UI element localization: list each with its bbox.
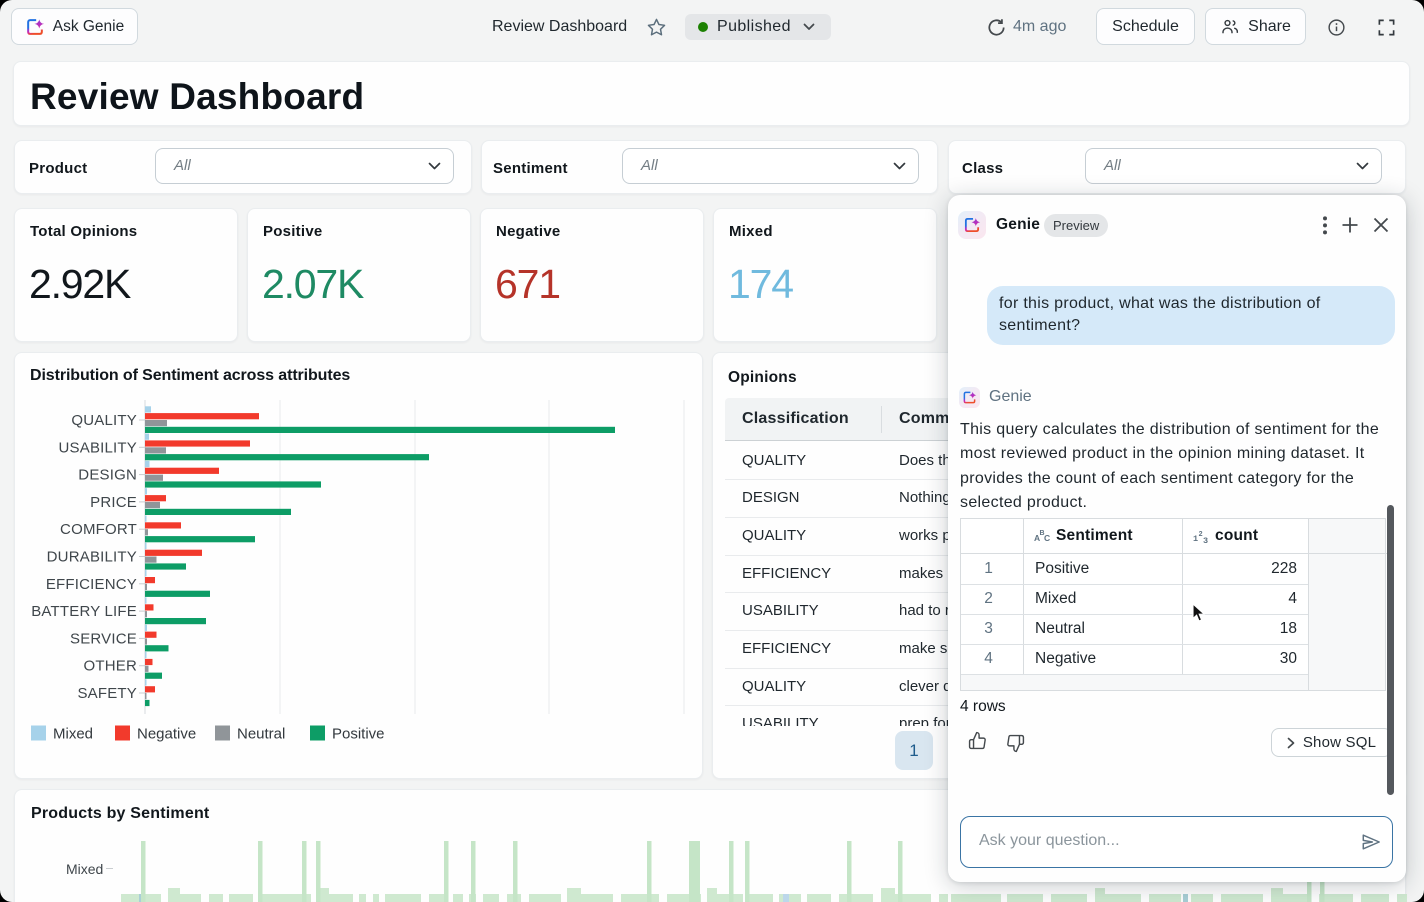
svg-text:OTHER: OTHER — [84, 658, 138, 675]
svg-text:Mixed: Mixed — [53, 726, 93, 743]
svg-text:EFFICIENCY: EFFICIENCY — [46, 576, 137, 593]
svg-text:2: 2 — [1199, 531, 1203, 539]
svg-text:Positive: Positive — [332, 726, 385, 743]
svg-text:B: B — [1040, 530, 1045, 537]
svg-text:DESIGN: DESIGN — [78, 467, 137, 484]
svg-text:SAFETY: SAFETY — [77, 685, 137, 702]
svg-text:C: C — [1044, 533, 1050, 543]
svg-text:A: A — [1034, 533, 1040, 543]
svg-text:1: 1 — [1193, 534, 1198, 544]
svg-text:USABILITY: USABILITY — [59, 439, 138, 456]
svg-text:3: 3 — [1203, 536, 1208, 545]
svg-text:SERVICE: SERVICE — [70, 630, 137, 647]
svg-text:BATTERY LIFE: BATTERY LIFE — [31, 603, 137, 620]
svg-text:COMFORT: COMFORT — [60, 521, 137, 538]
svg-text:DURABILITY: DURABILITY — [47, 549, 137, 566]
svg-text:Neutral: Neutral — [237, 726, 285, 743]
svg-text:Negative: Negative — [137, 726, 196, 743]
svg-text:QUALITY: QUALITY — [71, 412, 137, 429]
svg-text:PRICE: PRICE — [90, 494, 137, 511]
